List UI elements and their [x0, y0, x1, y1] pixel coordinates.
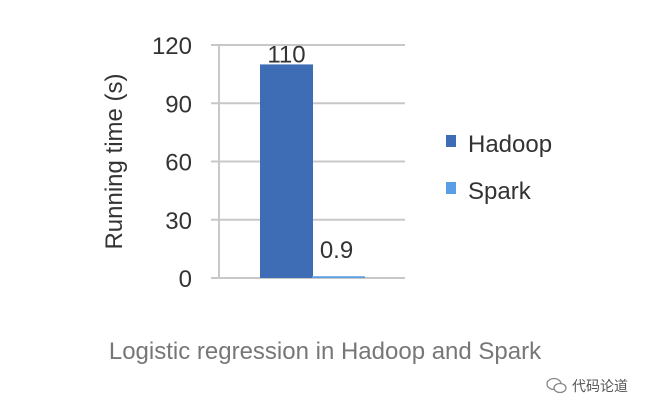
legend-swatch-spark — [446, 182, 456, 194]
legend-swatch-hadoop — [446, 135, 456, 147]
y-tick-label: 120 — [152, 33, 192, 60]
watermark-text: 代码论道 — [572, 378, 628, 394]
legend-label-hadoop: Hadoop — [468, 131, 552, 158]
bar-hadoop — [260, 64, 313, 279]
chart-title: Logistic regression in Hadoop and Spark — [108, 338, 542, 365]
y-tick-label: 60 — [165, 150, 192, 177]
data-label: 110 — [267, 41, 305, 68]
y-axis-label: Running time (s) — [101, 73, 128, 249]
y-tick-label: 30 — [165, 208, 192, 235]
wechat-icon — [546, 377, 567, 394]
legend-label-spark: Spark — [468, 178, 532, 205]
watermark: 代码论道 — [546, 376, 628, 396]
data-label: 0.9 — [320, 237, 353, 264]
y-tick-label: 0 — [179, 266, 192, 293]
bar-spark — [312, 276, 365, 278]
y-tick-label: 90 — [165, 91, 192, 118]
